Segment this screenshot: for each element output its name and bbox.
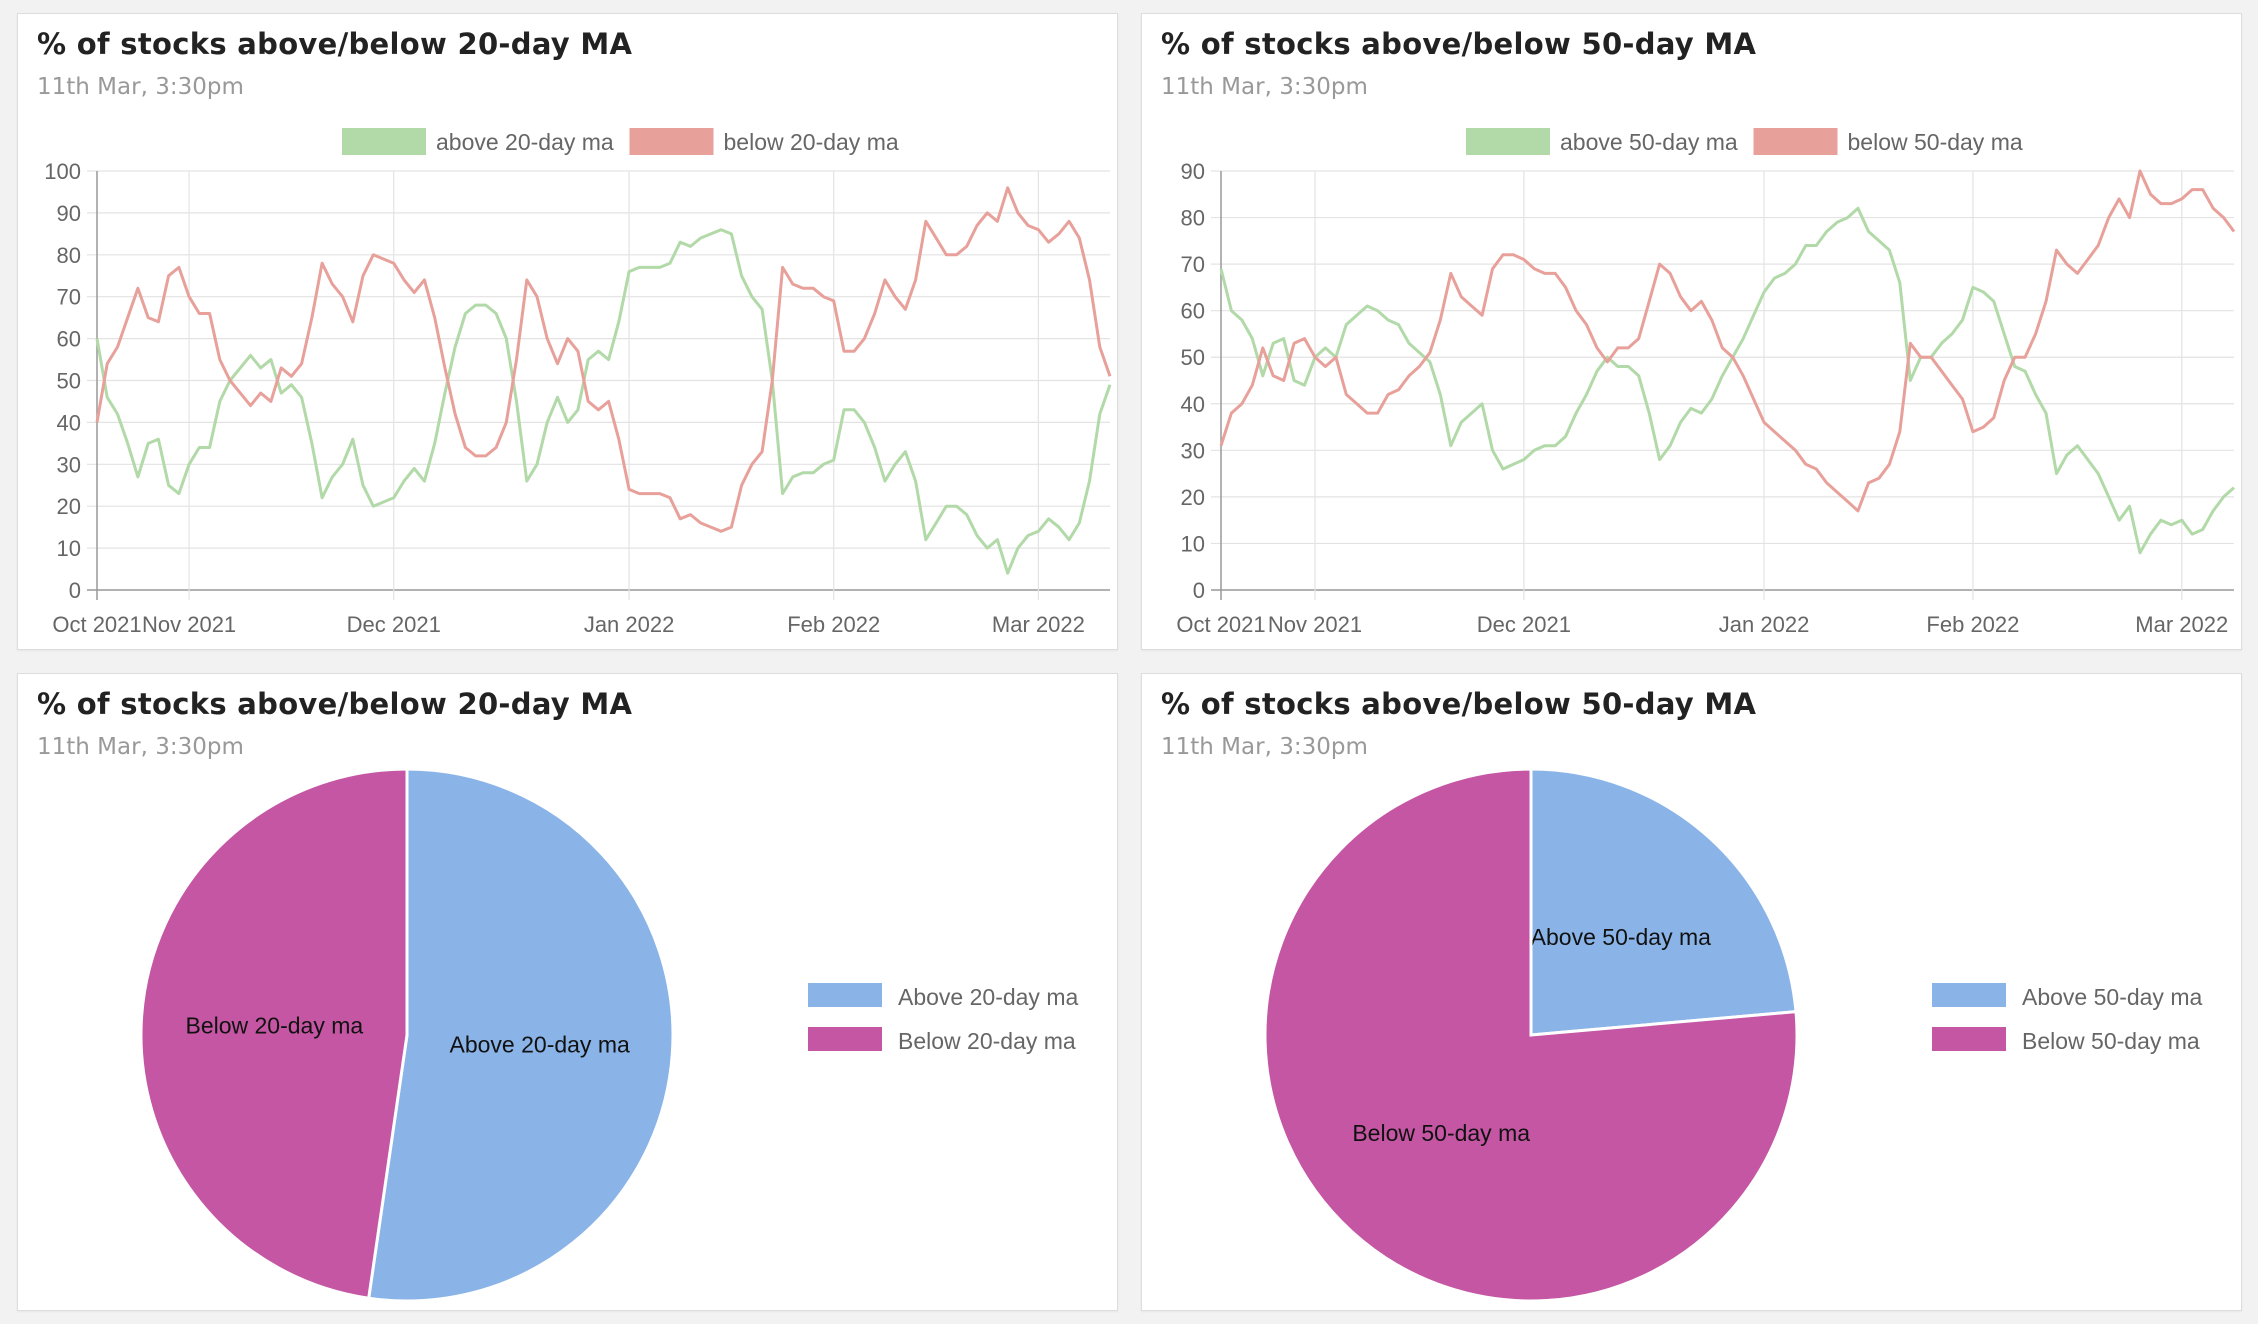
series-line-below — [1219, 169, 2236, 513]
legend-item: Below 20-day ma — [808, 1027, 1076, 1054]
legend-item: below 50-day ma — [1753, 128, 2023, 155]
x-tick-label: Mar 2022 — [2135, 612, 2228, 637]
legend-label: Above 20-day ma — [898, 984, 1078, 1010]
y-tick-label: 70 — [1181, 252, 1205, 277]
series-line-below — [95, 186, 1112, 533]
legend: above 50-day ma below 50-day ma — [1466, 128, 2023, 155]
y-tick-label: 90 — [1181, 159, 1205, 184]
line-chart-50day: above 50-day ma below 50-day ma 0 10 20 30 40 5… — [1176, 128, 2236, 637]
x-tick-label: Jan 2022 — [1719, 612, 1810, 637]
card-timestamp: 11th Mar, 3:30pm — [1161, 74, 1368, 100]
pie: Above 20-day ma Below 20-day ma — [139, 767, 675, 1303]
y-tick-label: 60 — [57, 327, 81, 352]
card-timestamp: 11th Mar, 3:30pm — [1161, 734, 1368, 760]
legend-swatch — [1932, 983, 2006, 1007]
y-tick-label: 40 — [1181, 392, 1205, 417]
x-tick-label: Oct 2021 — [1176, 612, 1265, 637]
legend-item: above 50-day ma — [1466, 128, 1738, 155]
legend-label: Below 20-day ma — [898, 1028, 1076, 1054]
y-axis: 0 10 20 30 40 50 60 70 80 90 — [1181, 159, 2234, 603]
legend-swatch — [808, 983, 882, 1007]
card-timestamp: 11th Mar, 3:30pm — [37, 74, 244, 100]
x-axis: Oct 2021 Nov 2021 Dec 2021 Jan 2022 Feb 2022… — [1176, 171, 2228, 637]
legend-item: above 20-day ma — [342, 128, 614, 155]
y-tick-label: 10 — [1181, 531, 1205, 556]
y-tick-label: 60 — [1181, 299, 1205, 324]
legend: above 20-day ma below 20-day ma — [342, 128, 899, 155]
x-tick-label: Nov 2021 — [1268, 612, 1362, 637]
legend-item: Above 20-day ma — [808, 983, 1078, 1010]
chart-card-20day-pie: % of stocks above/below 20-day MA 11th M… — [17, 673, 1118, 1311]
y-tick-label: 30 — [1181, 438, 1205, 463]
card-title: % of stocks above/below 20-day MA — [37, 27, 633, 61]
y-tick-label: 0 — [69, 578, 81, 603]
y-tick-label: 30 — [57, 452, 81, 477]
legend-swatch — [629, 128, 714, 155]
x-tick-label: Feb 2022 — [1926, 612, 2019, 637]
y-tick-label: 80 — [1181, 206, 1205, 231]
card-title: % of stocks above/below 50-day MA — [1161, 687, 1757, 721]
x-tick-label: Jan 2022 — [584, 612, 675, 637]
y-tick-label: 50 — [1181, 345, 1205, 370]
x-axis: Oct 2021 Nov 2021 Dec 2021 Jan 2022 Feb 2022… — [52, 171, 1085, 637]
y-tick-label: 50 — [57, 369, 81, 394]
card-title: % of stocks above/below 20-day MA — [37, 687, 633, 721]
legend-swatch — [1753, 128, 1838, 155]
legend-label: Above 50-day ma — [2022, 984, 2202, 1010]
legend-swatch — [1932, 1027, 2006, 1051]
pie-slice-above — [1529, 767, 1798, 1037]
legend-label: above 50-day ma — [1560, 129, 1738, 155]
legend-label: Below 50-day ma — [2022, 1028, 2200, 1054]
pie-slice-label: Below 20-day ma — [185, 1012, 363, 1038]
card-timestamp: 11th Mar, 3:30pm — [37, 734, 244, 760]
legend-swatch — [1466, 128, 1550, 155]
y-tick-label: 20 — [57, 494, 81, 519]
legend-item: Above 50-day ma — [1932, 983, 2202, 1010]
chart-card-50day-pie: % of stocks above/below 50-day MA 11th M… — [1141, 673, 2242, 1311]
legend-item: Below 50-day ma — [1932, 1027, 2200, 1054]
y-tick-label: 70 — [57, 285, 81, 310]
series-line-above — [1219, 206, 2235, 555]
y-axis: 0 10 20 30 40 50 60 70 80 90 100 — [44, 159, 1110, 603]
legend-label: below 50-day ma — [1848, 129, 2023, 155]
chart-card-50day-line: % of stocks above/below 50-day MA 11th M… — [1141, 13, 2242, 650]
y-tick-label: 40 — [57, 410, 81, 435]
x-tick-label: Feb 2022 — [787, 612, 880, 637]
legend: Above 50-day ma Below 50-day ma — [1932, 983, 2202, 1054]
y-tick-label: 0 — [1193, 578, 1205, 603]
pie-slice-label: Above 20-day ma — [450, 1032, 630, 1058]
pie-slice-below — [1263, 767, 1799, 1303]
x-tick-label: Mar 2022 — [992, 612, 1085, 637]
pie-slice-label: Above 50-day ma — [1531, 924, 1711, 950]
y-tick-label: 20 — [1181, 485, 1205, 510]
legend-label: above 20-day ma — [436, 129, 614, 155]
legend-label: below 20-day ma — [724, 129, 899, 155]
x-tick-label: Dec 2021 — [1477, 612, 1571, 637]
y-tick-label: 90 — [57, 201, 81, 226]
pie-slice-label: Below 50-day ma — [1352, 1120, 1530, 1146]
line-chart-20day: above 20-day ma below 20-day ma 0 10 20 30 40 5… — [44, 128, 1112, 637]
series-line-above — [95, 228, 1112, 575]
chart-card-20day-line: % of stocks above/below 20-day MA 11th M… — [17, 13, 1118, 650]
y-tick-label: 100 — [44, 159, 81, 184]
x-tick-label: Dec 2021 — [347, 612, 441, 637]
y-tick-label: 10 — [57, 536, 81, 561]
pie-slice-below — [139, 767, 409, 1300]
x-tick-label: Oct 2021 — [52, 612, 141, 637]
y-tick-label: 80 — [57, 243, 81, 268]
pie: Above 50-day ma Below 50-day ma — [1263, 767, 1799, 1303]
legend-item: below 20-day ma — [629, 128, 899, 155]
card-title: % of stocks above/below 50-day MA — [1161, 27, 1757, 61]
legend-swatch — [808, 1027, 882, 1051]
legend: Above 20-day ma Below 20-day ma — [808, 983, 1078, 1054]
legend-swatch — [342, 128, 426, 155]
pie-slice-above — [366, 767, 675, 1303]
x-tick-label: Nov 2021 — [142, 612, 236, 637]
